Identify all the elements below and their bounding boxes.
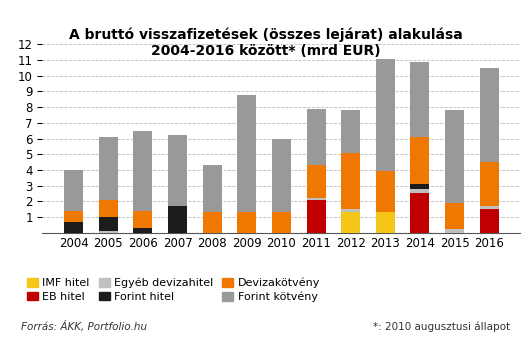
Bar — [272, 139, 291, 212]
Bar — [410, 193, 430, 233]
Bar — [306, 165, 326, 198]
Bar — [479, 206, 499, 209]
Bar — [341, 209, 360, 212]
Bar — [410, 189, 430, 193]
Bar — [64, 222, 83, 233]
Legend: IMF hitel, EB hitel, Egyéb devizahitel, Forint hitel, Devizakötvény, Forint kötv: IMF hitel, EB hitel, Egyéb devizahitel, … — [27, 278, 320, 302]
Bar — [306, 109, 326, 165]
Bar — [99, 217, 118, 231]
Bar — [306, 200, 326, 233]
Bar — [341, 212, 360, 233]
Bar — [376, 58, 395, 171]
Bar — [272, 212, 291, 233]
Bar — [306, 198, 326, 200]
Bar — [203, 212, 222, 233]
Bar — [376, 171, 395, 212]
Bar — [341, 110, 360, 153]
Bar — [203, 165, 222, 212]
Bar — [376, 212, 395, 233]
Bar — [133, 211, 152, 228]
Bar — [99, 137, 118, 200]
Bar — [64, 211, 83, 222]
Bar — [479, 68, 499, 162]
Bar — [99, 200, 118, 217]
Bar — [445, 229, 464, 233]
Bar — [410, 62, 430, 137]
Text: A bruttó visszafizetések (összes lejárat) alakulása
2004-2016 között* (mrd EUR): A bruttó visszafizetések (összes lejárat… — [68, 27, 463, 58]
Bar — [168, 135, 187, 206]
Bar — [479, 209, 499, 233]
Bar — [479, 162, 499, 206]
Bar — [445, 110, 464, 203]
Bar — [99, 231, 118, 233]
Bar — [133, 131, 152, 211]
Bar — [133, 228, 152, 233]
Text: Forrás: ÁKK, Portfolio.hu: Forrás: ÁKK, Portfolio.hu — [21, 321, 148, 332]
Bar — [64, 170, 83, 211]
Bar — [410, 137, 430, 184]
Bar — [237, 212, 256, 233]
Bar — [237, 95, 256, 212]
Bar — [410, 184, 430, 189]
Bar — [341, 153, 360, 209]
Bar — [445, 203, 464, 229]
Text: *: 2010 augusztusi állapot: *: 2010 augusztusi állapot — [373, 321, 510, 332]
Bar — [168, 206, 187, 233]
